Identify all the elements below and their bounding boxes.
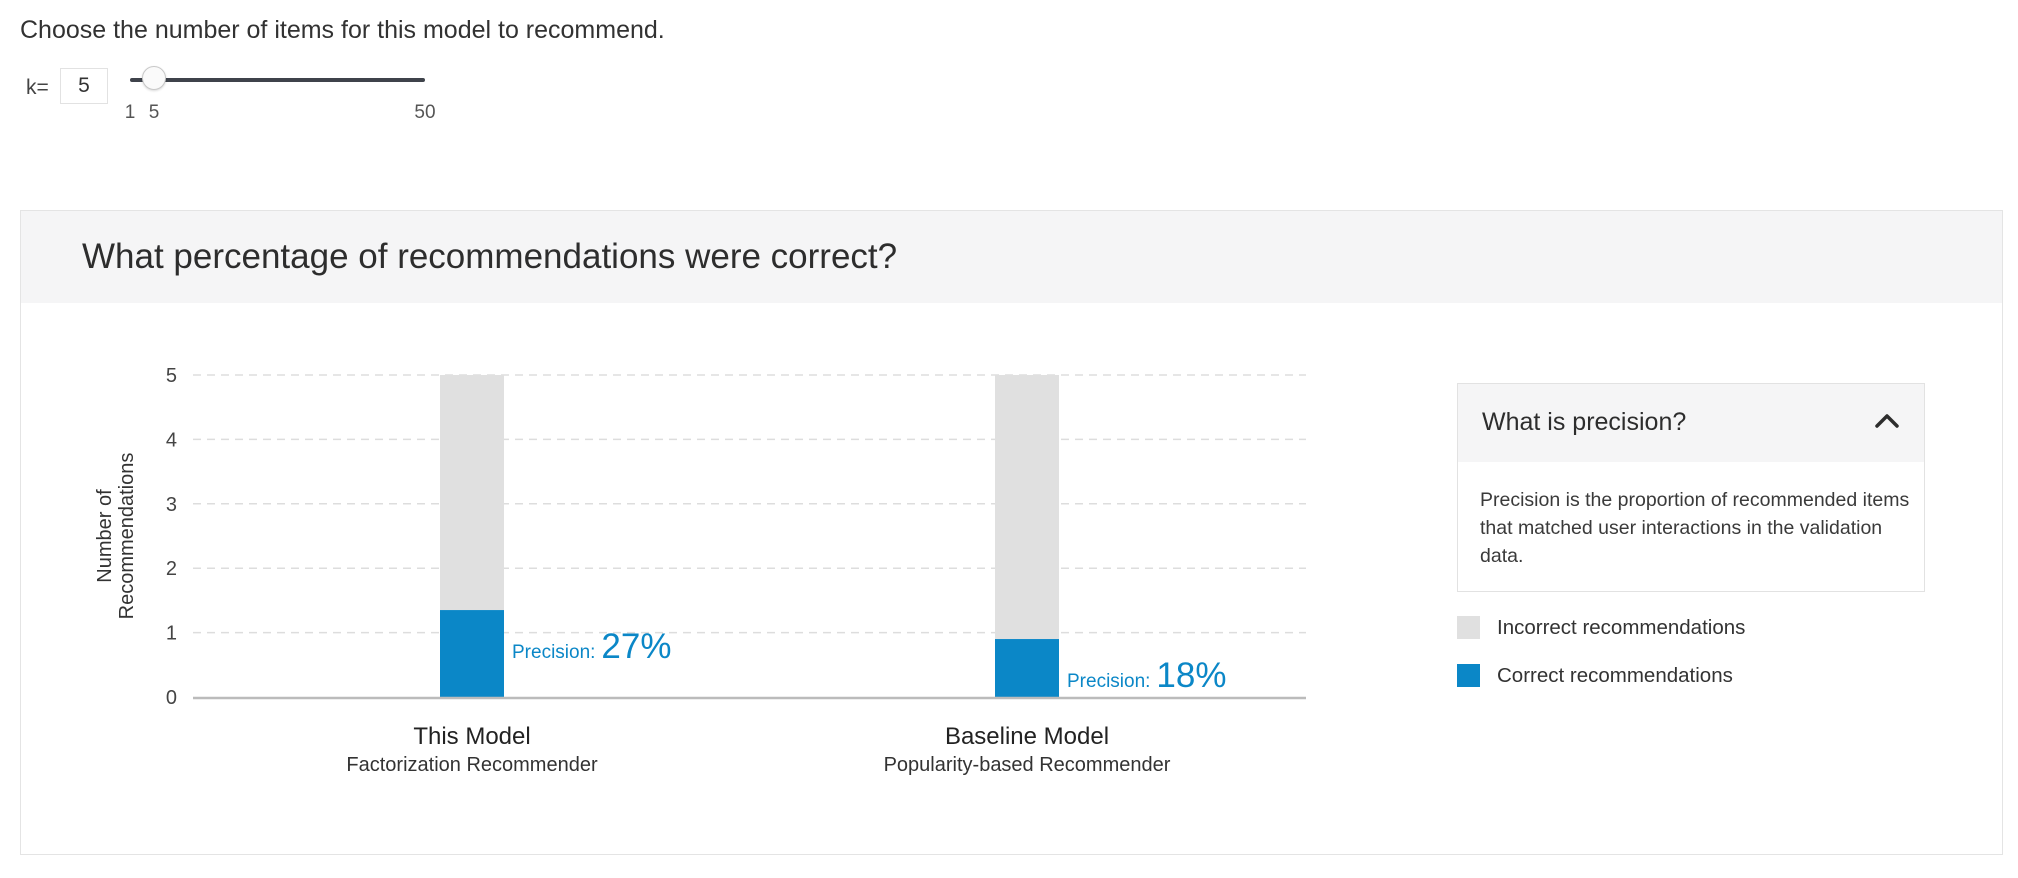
bar-correct-1 <box>440 610 504 697</box>
k-input[interactable] <box>60 68 108 104</box>
bar-incorrect-2 <box>995 375 1059 640</box>
k-slider[interactable] <box>130 66 425 90</box>
legend-label-correct: Correct recommendations <box>1497 664 1733 687</box>
chevron-up-icon[interactable] <box>1872 406 1902 436</box>
info-toggle[interactable]: What is precision? <box>1458 384 1924 462</box>
instruction-text: Choose the number of items for this mode… <box>20 16 665 44</box>
bar-correct-2 <box>995 639 1059 697</box>
x-category-subtitle: Factorization Recommender <box>346 754 598 776</box>
info-title: What is precision? <box>1482 408 1687 436</box>
legend-swatch-incorrect <box>1457 616 1480 639</box>
slider-handle[interactable] <box>142 66 167 90</box>
slider-tick-min: 1 <box>124 102 136 123</box>
precision-chart: 0 1 2 3 4 5 Number ofRecommendations Precision:… <box>94 365 1306 776</box>
card-title: What percentage of recommendations were … <box>82 237 898 276</box>
y-tick-label: 1 <box>166 623 177 645</box>
precision-annotation-1: Precision: 27% <box>512 627 671 666</box>
y-tick-label: 2 <box>166 558 177 580</box>
x-category-subtitle: Popularity-based Recommender <box>884 754 1171 776</box>
x-category-label: This Model <box>413 723 530 750</box>
bar-incorrect-1 <box>440 375 504 611</box>
info-body: Precision is the proportion of recommend… <box>1480 489 1910 567</box>
y-axis-label: Number ofRecommendations <box>94 453 138 620</box>
precision-annotation-2: Precision: 18% <box>1067 656 1226 695</box>
k-label: k= <box>26 76 49 99</box>
legend-swatch-correct <box>1457 664 1480 687</box>
precision-card: What percentage of recommendations were … <box>20 210 2003 855</box>
slider-tick-max: 50 <box>414 102 436 123</box>
slider-tick-current: 5 <box>148 102 160 123</box>
legend-label-incorrect: Incorrect recommendations <box>1497 616 1746 639</box>
card-header: What percentage of recommendations were … <box>21 211 2002 303</box>
x-category-label: Baseline Model <box>945 723 1109 750</box>
slider-track[interactable] <box>130 78 425 82</box>
y-tick-label: 3 <box>166 494 177 516</box>
y-tick-label: 0 <box>166 687 177 709</box>
precision-info-box: What is precision? Precision is the prop… <box>1457 383 1925 592</box>
y-tick-label: 4 <box>166 429 177 451</box>
y-tick-label: 5 <box>166 365 177 387</box>
